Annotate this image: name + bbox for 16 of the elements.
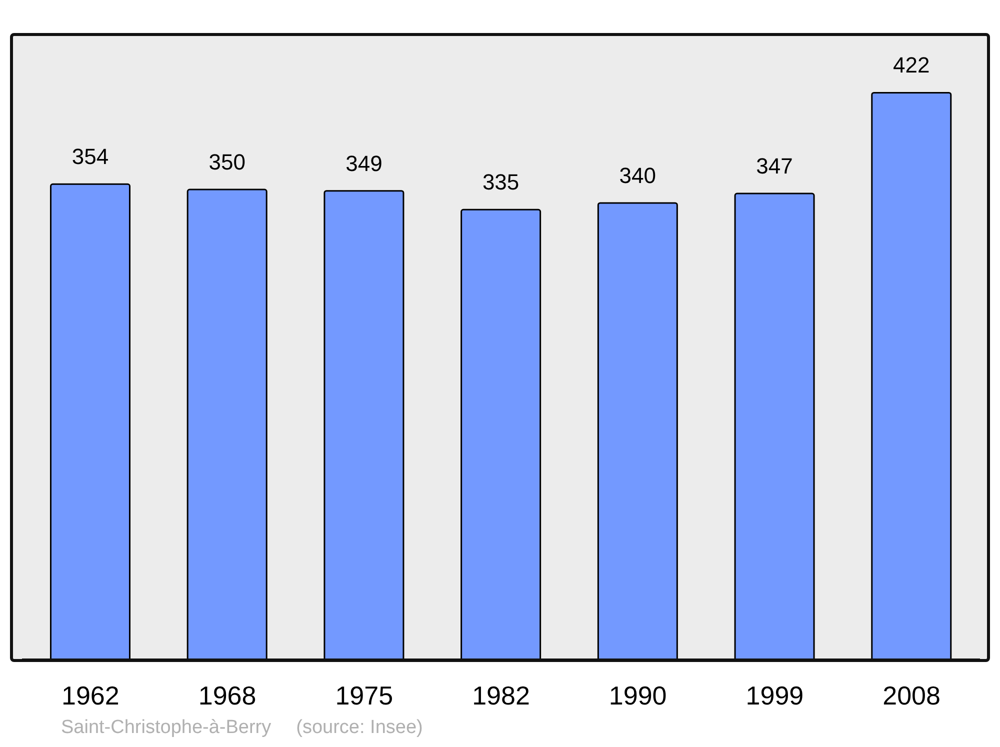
x-tick-label: 2008 [882, 680, 940, 710]
data-label: 340 [619, 162, 656, 188]
data-label: 349 [346, 150, 382, 176]
data-label: 347 [756, 154, 793, 179]
x-tick-label: 1982 [472, 680, 530, 710]
text: (source: Insee) [296, 717, 423, 739]
x-tick-label: 1962 [62, 680, 120, 710]
x-tick-label: 1975 [335, 680, 394, 710]
data-label: 422 [893, 52, 930, 78]
text: Saint-Christophe-à-Berry [61, 717, 272, 739]
data-label: 335 [482, 170, 520, 195]
data-label: 350 [208, 150, 246, 175]
x-tick-label: 1968 [198, 680, 256, 710]
x-tick-label: 1990 [608, 680, 667, 710]
data-label: 354 [72, 144, 109, 170]
x-tick-label: 1999 [746, 680, 804, 710]
